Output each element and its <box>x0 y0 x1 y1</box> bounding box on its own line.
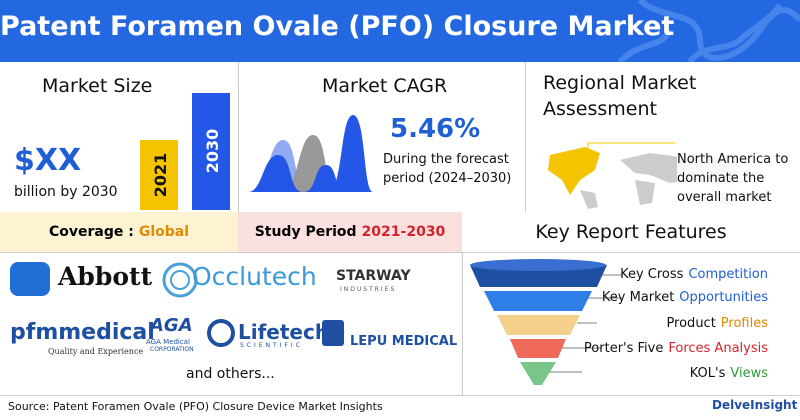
source-note: Source: Patent Foramen Ovale (PFO) Closu… <box>8 400 383 413</box>
market-size-value: $XX <box>14 143 81 178</box>
logo-pfm-tagline: Quality and Experience <box>48 347 143 356</box>
coverage-value: Global <box>139 224 189 240</box>
lifetech-icon <box>206 318 236 348</box>
logo-lifetech: Lifetech <box>238 320 329 344</box>
logo-aga-sub2: CORPORATION <box>150 346 194 353</box>
page-title: Patent Foramen Ovale (PFO) Closure Marke… <box>0 11 620 42</box>
feature-item: Porter's Five Forces Analysis <box>584 341 768 356</box>
feature-highlight: Competition <box>688 267 768 282</box>
logo-pfm: pfmmedical <box>10 320 155 345</box>
feature-item: Key Market Opportunities <box>602 290 768 305</box>
cagr-value: 5.46% <box>390 114 480 144</box>
coverage-box: Coverage : Global <box>0 212 238 252</box>
logo-starway: STARWAY <box>336 268 411 284</box>
cagr-note: During the forecast period (2024–2030) <box>383 150 518 188</box>
bar-label: 2030 <box>203 129 222 174</box>
feature-text: Key Cross <box>620 267 683 282</box>
abbott-icon <box>10 262 50 296</box>
header-bar: Patent Foramen Ovale (PFO) Closure Marke… <box>0 0 800 62</box>
feature-item: Key Cross Competition <box>620 267 768 282</box>
others-note: and others... <box>186 366 275 382</box>
feature-text: Product <box>666 316 715 331</box>
divider <box>0 395 800 396</box>
logo-occlutech: Occlutech <box>192 262 317 291</box>
features-title: Key Report Features <box>462 212 800 252</box>
feature-text: Key Market <box>602 290 674 305</box>
regional-note: North America to dominate the overall ma… <box>677 150 797 207</box>
feature-item: Product Profiles <box>666 316 768 331</box>
panel-title: Market CAGR <box>322 75 447 97</box>
logo-abbott: Abbott <box>58 262 152 291</box>
market-size-unit: billion by 2030 <box>14 184 118 200</box>
coverage-label: Coverage : <box>49 224 134 240</box>
panel-title: Regional Market Assessment <box>543 70 743 122</box>
logo-lepu: LEPU MEDICAL <box>350 334 457 349</box>
cagr-wave <box>248 110 378 200</box>
logo-starway-tagline: INDUSTRIES <box>340 286 396 293</box>
feature-highlight: Views <box>730 366 768 381</box>
feature-highlight: Forces Analysis <box>668 341 768 356</box>
feature-item: KOL's Views <box>690 366 768 381</box>
brand-logo: DelveInsight <box>712 398 797 412</box>
logo-aga: AGA <box>150 315 193 336</box>
logo-lifetech-sub: SCIENTIFIC <box>240 342 303 349</box>
feature-highlight: Opportunities <box>679 290 768 305</box>
feature-text: Porter's Five <box>584 341 663 356</box>
study-period-label: Study Period <box>255 224 357 240</box>
study-period-box: Study Period 2021-2030 <box>238 212 462 252</box>
study-period-value: 2021-2030 <box>362 224 446 240</box>
market-size-bars: 2021 2030 <box>130 85 240 215</box>
logo-aga-sub: AGA Medical <box>146 338 190 346</box>
feature-highlight: Profiles <box>721 316 768 331</box>
lepu-icon <box>322 320 344 346</box>
divider <box>525 62 526 212</box>
bar-label: 2021 <box>151 153 170 198</box>
feature-text: KOL's <box>690 366 726 381</box>
